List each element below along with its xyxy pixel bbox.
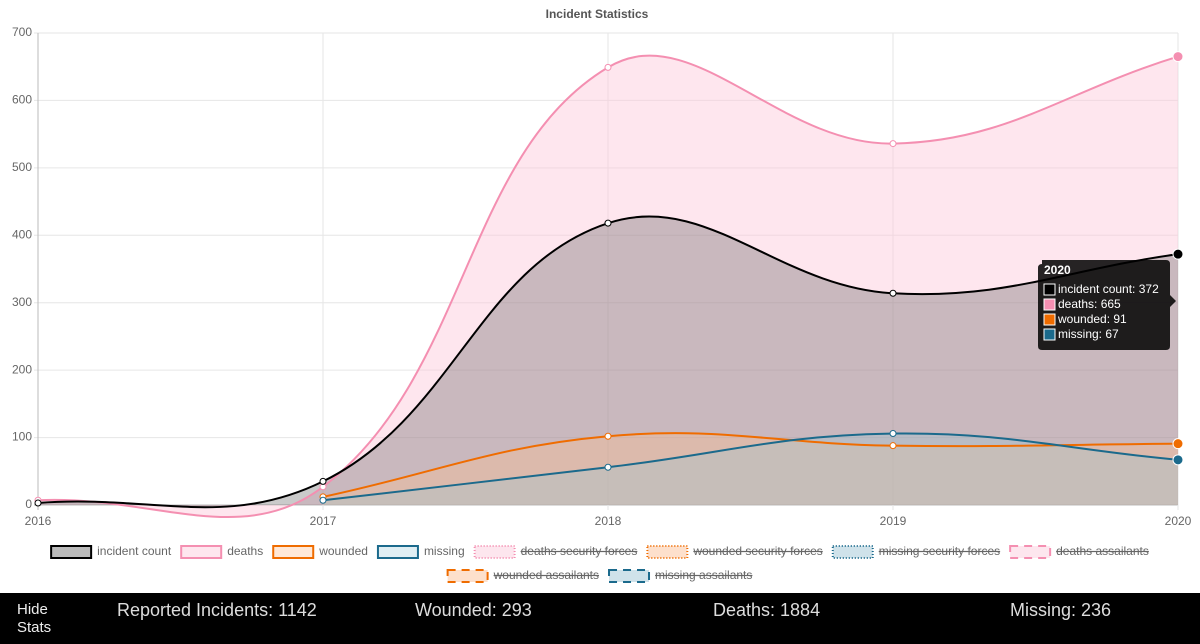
point	[604, 432, 612, 440]
tooltip-swatch	[1043, 283, 1056, 296]
legend-item[interactable]: wounded assailants	[446, 568, 599, 583]
legend-swatch	[473, 545, 516, 559]
legend-label: wounded	[318, 544, 368, 558]
legend-item[interactable]: wounded	[272, 544, 368, 559]
y-tick-label: 600	[12, 93, 32, 107]
legend-item[interactable]: deaths assailants	[1009, 544, 1149, 559]
tooltip-item: wounded: 91	[1057, 312, 1127, 326]
stat: Reported Incidents: 1142	[117, 600, 317, 620]
legend-swatch	[831, 545, 874, 559]
tooltip-swatch	[1043, 313, 1056, 326]
area	[323, 433, 1178, 505]
y-tick-label: 100	[12, 430, 32, 444]
tooltip-swatch	[1043, 298, 1056, 311]
grid	[34, 32, 1179, 510]
y-tick-label: 700	[12, 25, 32, 39]
legend-item[interactable]: deaths security forces	[473, 544, 638, 559]
point	[34, 499, 42, 507]
legend-label: missing security forces	[879, 544, 1000, 558]
button-text: Hide	[17, 601, 48, 618]
point	[1172, 51, 1184, 63]
stat: Wounded: 293	[415, 600, 532, 620]
point	[604, 63, 612, 71]
legend-label: deaths assailants	[1056, 544, 1149, 558]
legend-label: missing assailants	[655, 568, 752, 582]
y-tick-label: 500	[12, 160, 32, 174]
tooltip-swatch	[1043, 328, 1056, 341]
point	[1172, 438, 1184, 450]
legend-item[interactable]: incident count	[50, 544, 172, 559]
point	[889, 430, 897, 438]
legend-swatch	[646, 545, 689, 559]
legend-item[interactable]: missing assailants	[608, 568, 752, 583]
stat: Missing: 236	[1010, 600, 1112, 620]
point	[1172, 248, 1184, 260]
legend-item[interactable]: missing	[376, 544, 465, 559]
point	[319, 496, 327, 504]
legend-label: incident count	[97, 544, 172, 558]
legend-swatch	[272, 545, 315, 559]
legend-label: deaths security forces	[521, 544, 638, 558]
chart-title: Incident Statistics	[546, 7, 649, 21]
legend-swatch	[50, 545, 93, 559]
line	[322, 432, 1179, 498]
point	[1172, 454, 1184, 466]
x-tick-label: 2019	[880, 514, 907, 528]
stats-bar: Hide Stats Reported Incidents: 1142 Wound…	[0, 593, 1200, 644]
legend-label: deaths	[227, 544, 263, 558]
legend-swatch	[1009, 545, 1052, 559]
x-tick-label: 2020	[1165, 514, 1192, 528]
legend: incident count deaths wounded missing deaths…	[50, 544, 1149, 583]
point	[319, 477, 327, 485]
area	[38, 55, 1178, 518]
point	[604, 219, 612, 227]
stat: Deaths: 1884	[713, 600, 821, 620]
legend-swatch	[446, 569, 489, 583]
legend-item[interactable]: deaths	[180, 544, 263, 559]
tooltip-title: 2020	[1044, 263, 1071, 277]
tooltip-item: incident count: 372	[1058, 282, 1159, 296]
y-tick-label: 200	[12, 362, 32, 376]
button-text: Stats	[17, 619, 52, 636]
x-tick-label: 2016	[25, 514, 52, 528]
x-tick-label: 2017	[310, 514, 337, 528]
hide-stats-button[interactable]: Hide Stats	[17, 601, 51, 637]
legend-item[interactable]: missing security forces	[831, 544, 1000, 559]
legend-item[interactable]: wounded security forces	[646, 544, 823, 559]
legend-swatch	[180, 545, 223, 559]
line	[322, 432, 1179, 502]
x-tick-label: 2018	[595, 514, 622, 528]
chart: Incident Statistics 0 100 200 300 400 500 600 7…	[12, 7, 1192, 583]
y-tick-label: 0	[25, 497, 32, 511]
y-tick-label: 300	[12, 295, 32, 309]
legend-label: wounded assailants	[493, 568, 599, 582]
point	[889, 289, 897, 297]
tooltip-box	[1038, 260, 1176, 350]
line	[37, 54, 1179, 518]
legend-label: wounded security forces	[692, 544, 822, 558]
legend-label: missing	[424, 544, 465, 558]
area	[323, 433, 1178, 505]
point	[889, 140, 897, 148]
legend-swatch	[608, 569, 651, 583]
y-tick-label: 400	[12, 227, 32, 241]
legend-swatch	[376, 545, 419, 559]
tooltip-item: missing: 67	[1058, 327, 1119, 341]
point	[889, 442, 897, 450]
tooltip-item: deaths: 665	[1058, 297, 1121, 311]
point	[604, 463, 612, 471]
